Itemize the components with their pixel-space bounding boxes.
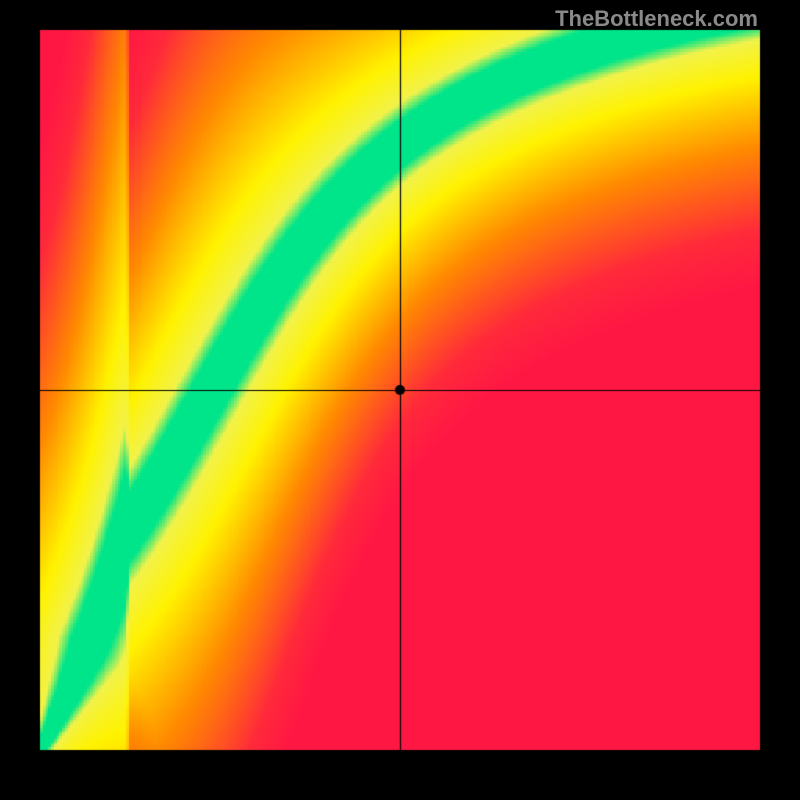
heatmap-canvas bbox=[0, 0, 800, 800]
chart-container: TheBottleneck.com bbox=[0, 0, 800, 800]
